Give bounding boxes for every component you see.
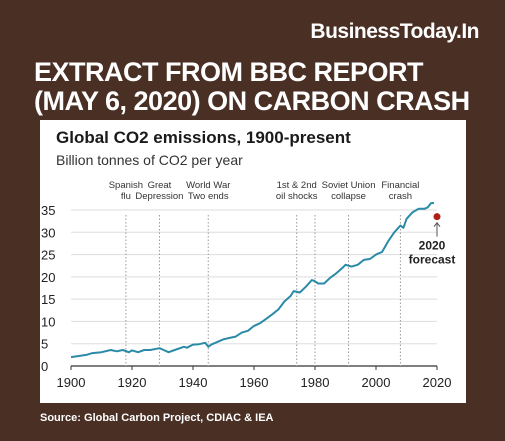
y-tick-label: 10 (41, 314, 55, 329)
forecast-arrow-head (433, 221, 441, 227)
source-note: Source: Global Carbon Project, CDIAC & I… (40, 412, 274, 424)
y-tick-label: 15 (41, 292, 55, 307)
annotation-label: Great (148, 180, 172, 191)
brand-logo: BusinessToday.In (310, 20, 479, 43)
y-tick-label: 30 (41, 225, 55, 240)
annotation-label: Spanish (109, 180, 143, 191)
y-tick-label: 5 (41, 337, 48, 352)
forecast-point (433, 213, 441, 221)
chart-subtitle: Billion tonnes of CO2 per year (56, 152, 243, 168)
co2-line-chart: 0 5 10 15 20 25 30 35 1900 1920 1940 1960 1980 2000 20… (41, 180, 456, 390)
headline-line-2: (MAY 6, 2020) ON CARBON CRASH (34, 86, 470, 116)
x-tick-label: 1920 (118, 375, 147, 390)
y-tick-label: 25 (41, 248, 55, 263)
forecast-label: 2020 (419, 239, 446, 253)
x-tick-label: 1940 (179, 375, 208, 390)
x-tick-label: 1960 (240, 375, 269, 390)
annotation-label: crash (389, 191, 412, 202)
y-tick-label: 20 (41, 270, 55, 285)
annotation-label: flu (121, 191, 131, 202)
annotation-label: collapse (331, 191, 366, 202)
y-tick-label: 0 (41, 359, 48, 374)
x-tick-label: 2020 (423, 375, 452, 390)
annotation-label: Soviet Union (322, 180, 376, 191)
annotation-label: 1st & 2nd (277, 180, 317, 191)
annotation-label: Financial (381, 180, 419, 191)
forecast-label: forecast (409, 253, 456, 267)
y-tick-label: 35 (41, 203, 55, 218)
headline: EXTRACT FROM BBC REPORT (MAY 6, 2020) ON… (34, 58, 494, 116)
chart-title: Global CO2 emissions, 1900-present (56, 128, 351, 147)
x-tick-label: 1900 (57, 375, 86, 390)
chart-card: Global CO2 emissions, 1900-present Billi… (40, 120, 466, 403)
x-tick-label: 1980 (301, 375, 330, 390)
headline-line-1: EXTRACT FROM BBC REPORT (34, 57, 424, 87)
emissions-series-line (70, 201, 435, 359)
annotation-label: oil shocks (276, 191, 318, 202)
annotation-label: Two ends (188, 191, 229, 202)
annotation-label: Depression (135, 191, 183, 202)
x-tick-label: 2000 (362, 375, 391, 390)
annotation-label: World War (186, 180, 230, 191)
